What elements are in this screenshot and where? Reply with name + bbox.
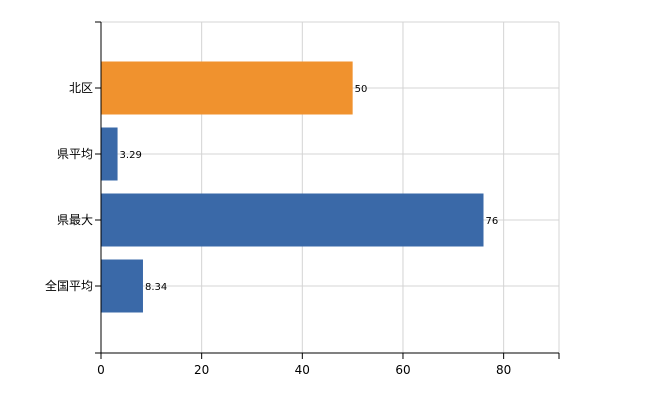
value-label-0: 50: [355, 84, 368, 95]
y-tick-label-2: 県最大: [57, 213, 93, 227]
value-label-2: 76: [486, 216, 499, 227]
value-label-3: 8.34: [145, 282, 167, 293]
label-layer: 50 北区 3.29 県平均 76 県最大 8.34 全国平均 0 20 40 60 80: [45, 81, 511, 377]
x-tick-label-1: 20: [194, 363, 209, 377]
x-tick-label-4: 80: [496, 363, 511, 377]
bar-0: [101, 61, 353, 115]
bar-layer: [101, 61, 484, 313]
y-tick-label-3: 全国平均: [45, 278, 93, 293]
bar-2: [101, 193, 484, 247]
y-tick-label-0: 北区: [69, 81, 93, 95]
x-tick-label-0: 0: [97, 363, 105, 377]
bar-3: [101, 259, 143, 313]
bar-1: [101, 127, 118, 181]
axis-layer: [95, 21, 560, 359]
x-tick-label-2: 40: [295, 363, 310, 377]
y-tick-label-1: 県平均: [57, 147, 93, 161]
x-tick-label-3: 60: [395, 363, 410, 377]
value-label-1: 3.29: [120, 150, 142, 161]
